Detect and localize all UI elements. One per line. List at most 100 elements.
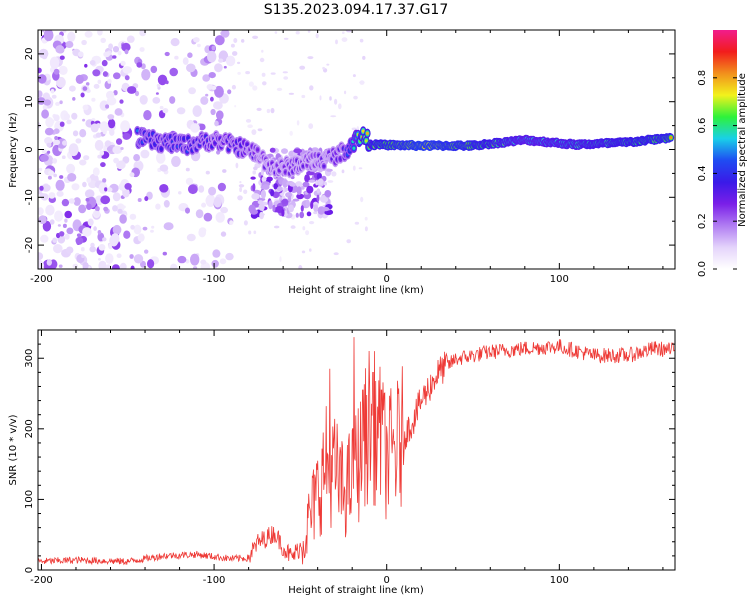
heatmap-cell (164, 51, 170, 57)
heatmap-cell (237, 71, 241, 75)
heatmap-cell (107, 79, 112, 84)
colorbar-bar (713, 30, 737, 269)
heatmap-cell (176, 107, 186, 115)
heatmap-cell (279, 256, 282, 262)
heatmap-cell (85, 82, 90, 86)
heatmap-cell (68, 143, 79, 157)
heatmap-cell (41, 109, 49, 119)
heatmap-cell (270, 72, 276, 75)
heatmap-cell (122, 66, 132, 74)
heatmap-cell (119, 99, 124, 104)
heatmap-cell (155, 92, 159, 95)
heatmap-cell (282, 179, 289, 188)
heatmap-cell (101, 59, 108, 67)
heatmap-cell (82, 227, 92, 237)
heatmap-cell (289, 182, 296, 187)
heatmap-cell (64, 218, 68, 223)
heatmap-cell (296, 186, 302, 196)
heatmap-cell (87, 218, 94, 227)
snr-x-ticks: -200 -100 0 100 (30, 330, 664, 586)
heatmap-cell (97, 230, 102, 235)
heatmap-cell (330, 115, 337, 118)
heatmap-cell (211, 45, 216, 51)
heatmap-cell (214, 85, 224, 98)
heatmap-cell (257, 128, 263, 132)
heatmap-cell (669, 136, 673, 140)
heatmap-cell (251, 129, 257, 136)
heatmap-cell (52, 139, 61, 146)
heatmap-y-axis-label: Frequency (Hz) (8, 112, 19, 188)
heatmap-cell (157, 74, 168, 86)
heatmap-cell (80, 247, 85, 252)
heatmap-cell (186, 63, 196, 73)
heatmap-cell (364, 226, 368, 232)
heatmap-cell (121, 42, 131, 52)
heatmap-cell (208, 72, 216, 79)
heatmap-cell (193, 37, 200, 43)
snr-panel: -200 -100 0 100 0 100 200 300 Height of straig… (8, 329, 676, 596)
heatmap-cell (119, 214, 127, 224)
heatmap-cell (38, 67, 42, 74)
heatmap-cell (44, 127, 54, 136)
heatmap-cell (270, 189, 275, 197)
heatmap-cell (89, 60, 96, 66)
heatmap-cell (82, 262, 89, 269)
heatmap-cell (269, 147, 276, 153)
heatmap-cell (223, 65, 227, 69)
heatmap-cell (143, 110, 152, 121)
colorbar: 0.0 0.2 0.4 0.6 0.8 Normalized spectral ampl… (697, 30, 748, 277)
heatmap-cell (107, 118, 116, 129)
heatmap-cell (165, 80, 169, 85)
heatmap-cell (212, 249, 221, 258)
heatmap-cell (122, 132, 131, 140)
heatmap-cell (54, 210, 64, 222)
heatmap-cell (73, 197, 81, 206)
y-tick-label: 100 (24, 490, 35, 509)
snr-y-axis-label: SNR (10 * v/v) (8, 414, 19, 485)
heatmap-cell (233, 38, 238, 43)
heatmap-cell (97, 30, 103, 36)
heatmap-cell (42, 104, 48, 111)
heatmap-cell (155, 203, 161, 210)
heatmap-cell (193, 266, 198, 269)
heatmap-cell (59, 55, 65, 60)
heatmap-cell (49, 219, 55, 225)
heatmap-cell (69, 85, 76, 92)
heatmap-cell (170, 38, 180, 47)
heatmap-cell (276, 87, 283, 91)
heatmap-cell (59, 121, 65, 127)
heatmap-cell (43, 30, 54, 42)
heatmap-cell (144, 249, 149, 254)
heatmap-cell (142, 226, 148, 231)
chart-title: S135.2023.094.17.37.G17 (264, 2, 449, 18)
heatmap-cell (76, 233, 82, 237)
heatmap-cell (296, 120, 300, 126)
x-tick-label: 0 (384, 274, 390, 285)
heatmap-cell (364, 216, 368, 221)
heatmap-cell (62, 30, 67, 33)
heatmap-cell (258, 203, 265, 211)
heatmap-cell (300, 186, 305, 190)
heatmap-cell (130, 265, 135, 269)
heatmap-cell (202, 74, 211, 82)
heatmap-cell (198, 123, 206, 131)
heatmap-cell (100, 37, 106, 44)
heatmap-cell (110, 233, 120, 245)
heatmap-cell (89, 246, 96, 253)
heatmap-cell (55, 179, 65, 191)
heatmap-cell (346, 239, 352, 244)
heatmap-cell (252, 183, 256, 192)
heatmap-cell (65, 41, 74, 48)
heatmap-cell (214, 63, 223, 73)
heatmap-cell (99, 150, 105, 156)
heatmap-cell (38, 167, 43, 172)
heatmap-cell (39, 185, 44, 191)
heatmap-cell (66, 119, 72, 125)
heatmap-cell (116, 138, 123, 145)
heatmap-cell (133, 254, 144, 264)
heatmap-cell (86, 203, 92, 210)
heatmap-cell (307, 30, 311, 33)
heatmap-cell (42, 220, 52, 232)
heatmap-cell (262, 184, 270, 190)
heatmap-cell (55, 101, 60, 106)
